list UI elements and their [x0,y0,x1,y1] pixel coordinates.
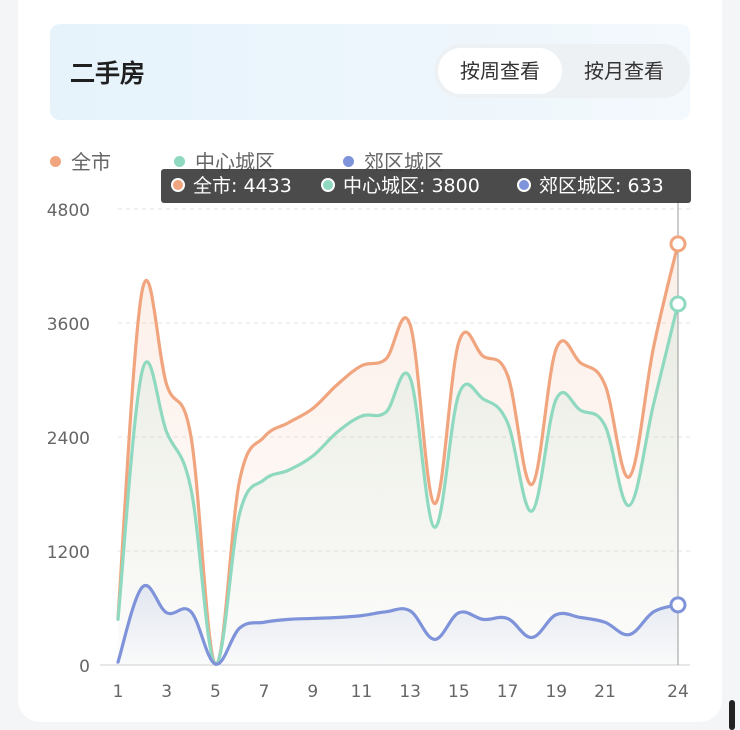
series-area [118,304,678,665]
series-area [118,585,678,665]
series-line [116,242,680,666]
y-tick-label: 4800 [47,201,90,221]
highlight-point [669,295,687,313]
y-tick-label: 0 [79,657,90,677]
x-tick-label: 21 [594,682,616,702]
tooltip-item-center: 中心城区: 3800 [321,169,480,203]
page-title: 二手房 [70,59,146,88]
x-tick-label: 9 [307,682,318,702]
legend-item-all-city[interactable]: 全市 [50,146,111,174]
series-line [116,302,680,666]
chart-tooltip: 全市: 4433 中心城区: 3800 郊区城区: 633 [161,169,691,203]
x-tick-label: 1 [113,682,124,702]
tooltip-item-suburb: 郊区城区: 633 [517,169,664,203]
tooltip-dot-icon [321,177,335,192]
y-tick-label: 3600 [47,315,90,335]
scrollbar[interactable] [729,700,735,730]
view-toggle: 按周查看 按月查看 [434,44,690,98]
y-tick-label: 2400 [47,429,90,449]
x-tick-label: 24 [667,682,689,702]
highlight-point [669,235,687,253]
x-tick-label: 19 [545,682,567,702]
legend-dot-icon [343,156,354,167]
x-tick-label: 15 [448,682,470,702]
tooltip-item-all-city: 全市: 4433 [171,169,292,203]
series-line [116,583,680,666]
x-tick-label: 17 [497,682,519,702]
y-tick-label: 1200 [47,543,90,563]
legend-dot-icon [50,156,61,167]
legend-dot-icon [174,156,185,167]
x-tick-label: 7 [259,682,270,702]
x-tick-label: 13 [399,682,421,702]
tooltip-dot-icon [517,177,531,192]
tooltip-dot-icon [171,177,185,192]
monthly-view-button[interactable]: 按月查看 [584,59,664,83]
weekly-view-button[interactable]: 按周查看 [438,48,562,94]
highlight-point [669,596,687,614]
header-banner: 二手房 按周查看 按月查看 [50,24,690,120]
x-tick-label: 5 [210,682,221,702]
x-tick-label: 3 [161,682,172,702]
x-tick-label: 11 [351,682,373,702]
